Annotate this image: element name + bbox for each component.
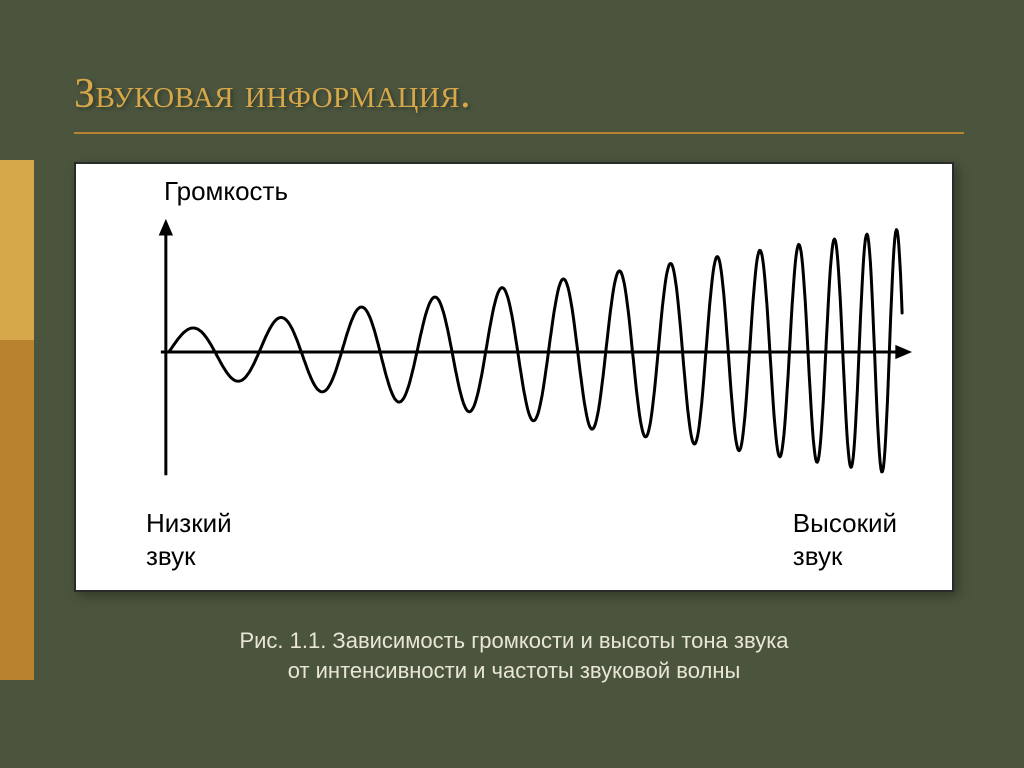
accent-bottom: [0, 340, 34, 680]
chart-frame: Громкость Низкий звук Высокий звук: [74, 162, 954, 592]
figure-caption: Рис. 1.1. Зависимость громкости и высоты…: [74, 626, 954, 685]
x-label-high-line1: Высокий: [793, 508, 897, 538]
slide-content: Звуковая информация. Громкость Низкий зв…: [34, 0, 1024, 768]
x-label-low-line2: звук: [146, 541, 196, 571]
plot-area: [136, 214, 922, 490]
x-label-high: Высокий звук: [793, 507, 897, 572]
accent-bar: [0, 160, 34, 680]
x-label-low-line1: Низкий: [146, 508, 232, 538]
caption-line1: Рис. 1.1. Зависимость громкости и высоты…: [239, 628, 788, 653]
x-label-low: Низкий звук: [146, 507, 232, 572]
y-axis-label: Громкость: [164, 176, 288, 207]
slide-title: Звуковая информация.: [74, 70, 964, 134]
x-label-high-line2: звук: [793, 541, 843, 571]
accent-top: [0, 160, 34, 340]
wave-chart: [136, 214, 922, 490]
caption-line2: от интенсивности и частоты звуковой волн…: [288, 658, 741, 683]
